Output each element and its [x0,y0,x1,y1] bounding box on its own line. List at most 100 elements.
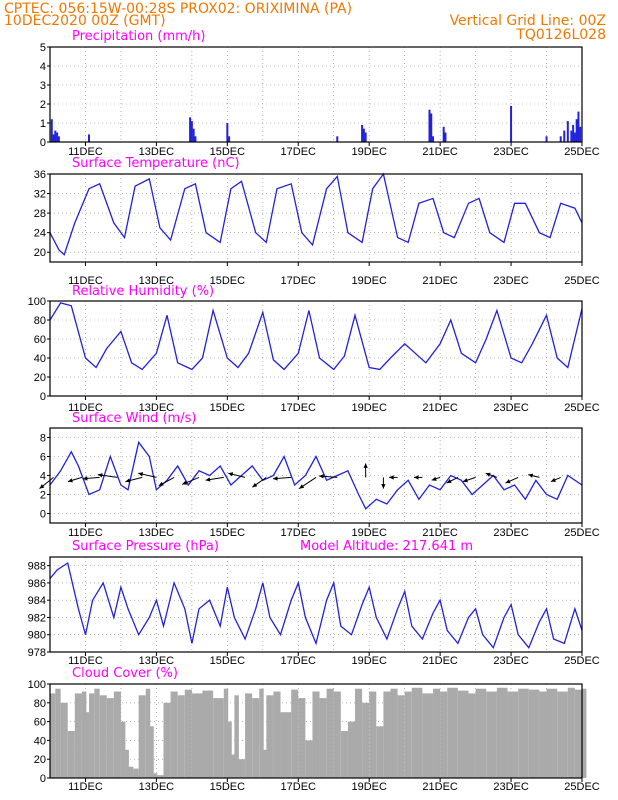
y-tick-label: 6 [40,452,46,464]
y-tick-label: 5 [40,42,46,54]
cloud-bar [496,687,508,778]
x-tick-label: 13DEC [139,655,175,667]
cloud-bar [106,698,114,778]
cloud-bar [440,691,448,778]
panel-title: Surface Wind (m/s) [72,411,196,426]
precip-bar [432,136,435,142]
x-tick-label: 23DEC [493,275,529,287]
x-tick-label: 11DEC [68,781,103,793]
wind-arrow-head [138,472,144,477]
cloud-bar [340,731,348,778]
x-tick-label: 15DEC [210,146,246,158]
cloud-bar [99,695,107,778]
header-location: CPTEC: 056:15W-00:28S PROX02: ORIXIMINA … [4,1,352,17]
x-tick-label: 25DEC [564,402,600,414]
panel-4: Surface Wind (m/s) 8 6 4 2 0 11DEC 13DEC 15DEC 17… [39,411,600,539]
precip-bar [52,134,55,142]
cloud-bar [404,691,412,778]
precip-bar [194,136,197,142]
wind-arrow-head [299,484,305,489]
cloud-bar [67,731,75,778]
wind-arrow-head [205,477,211,482]
cloud-bar [149,726,154,778]
x-tick-label: 17DEC [281,655,317,667]
x-tick-label: 21DEC [422,781,458,793]
x-tick-label: 13DEC [139,402,175,414]
y-tick-label: 986 [28,578,46,590]
cloud-bar [50,693,56,778]
wind-arrow-head [550,477,556,482]
x-tick-label: 15DEC [210,781,246,793]
cloud-bar [362,702,370,778]
y-tick-label: 988 [28,561,46,573]
x-tick-label: 19DEC [351,402,387,414]
x-tick-label: 21DEC [422,275,458,287]
cloud-bar [468,693,476,778]
wind-arrow-head [389,475,394,480]
y-tick-label: 0 [40,391,46,403]
x-tick-label: 15DEC [210,402,246,414]
cloud-bar [156,775,164,778]
cloud-bar [376,726,384,778]
cloud-bar [234,695,239,778]
cloud-bar [319,698,327,778]
cloud-bar [457,690,469,778]
cloud-bar [245,693,253,778]
cloud-bar [369,691,377,778]
precip-bar [226,123,229,142]
cloud-bar [557,691,568,778]
x-tick-label: 17DEC [281,781,317,793]
cloud-bar [333,691,341,778]
cloud-bar [227,721,232,778]
precip-bar [444,132,447,142]
cloud-bar [124,749,129,778]
cloud-bar [138,695,146,778]
y-tick-label: 4 [40,471,46,483]
precip-bar [228,136,231,142]
y-tick-label: 40 [34,735,46,747]
y-tick-label: 20 [34,372,46,384]
cloud-bar [447,687,458,778]
cloud-bar [133,768,139,778]
precip-bar [572,124,575,142]
cloud-bar [81,691,87,778]
x-tick-label: 13DEC [139,527,175,539]
cloud-bar [252,698,260,778]
precip-bar [545,136,548,142]
cloud-bar [55,688,61,778]
y-tick-label: 8 [40,433,46,445]
wind-arrow-head [319,474,324,479]
x-tick-label: 19DEC [351,655,387,667]
wind-arrow-head [272,476,278,481]
y-tick-label: 0 [40,773,46,785]
wind-arrow-head [158,481,164,486]
y-tick-label: 3 [40,80,46,92]
precip-bar [563,130,566,142]
precip-bar [364,132,367,142]
y-tick-label: 0 [40,509,46,521]
panel-frame [49,173,583,263]
precip-bar [575,119,578,142]
cloud-bar [89,693,95,778]
cloud-bar [347,721,356,778]
header-date: 10DEC2020 00Z (GMT) [4,13,166,29]
wind-arrow-head [485,472,491,477]
cloud-bar [305,740,313,778]
wind-arrow-head [505,479,511,484]
panel-3: Relative Humidity (%) 100 80 60 40 20 0 11DEC 13… [28,284,600,414]
x-tick-label: 19DEC [351,275,387,287]
y-tick-label: 2 [40,490,46,502]
panel-2: Surface Temperature (nC) 36 32 28 24 20 11DEC 1… [34,156,600,287]
cloud-bar [280,712,292,778]
y-tick-label: 40 [34,353,46,365]
precip-bar [362,128,365,142]
precip-bar [573,132,576,142]
y-tick-label: 36 [34,169,46,181]
precip-bar [336,136,339,142]
y-tick-label: 24 [34,228,46,240]
y-tick-label: 978 [28,647,46,659]
x-tick-label: 11DEC [68,402,103,414]
y-tick-label: 4 [40,61,46,73]
